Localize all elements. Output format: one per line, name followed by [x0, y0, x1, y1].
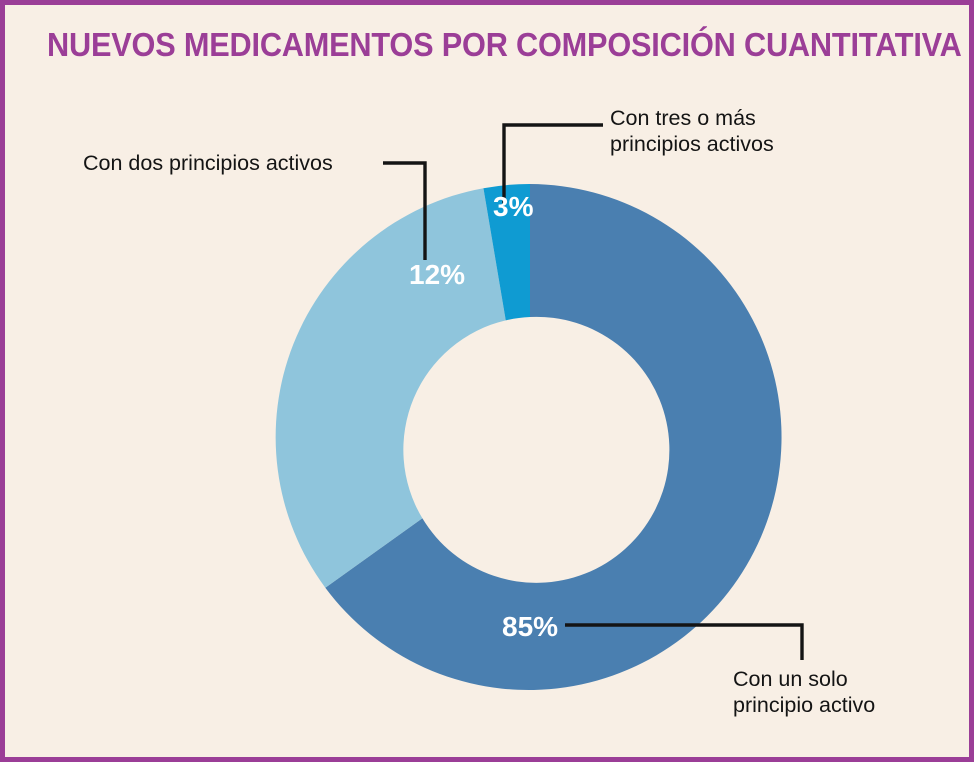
donut-slice-one-solo[interactable]	[325, 184, 782, 690]
donut-slice-three-o-mas[interactable]	[483, 183, 530, 321]
callout-label-one-solo: Con un solo principio activo	[733, 667, 876, 718]
leader-line-two-principios	[383, 161, 427, 260]
donut-chart-svg	[275, 123, 804, 690]
donut-chart: Con tres o más principios activos Con do…	[5, 5, 969, 757]
data-label-two-principios: 12%	[409, 259, 466, 290]
donut-slice-two-principios[interactable]	[275, 188, 506, 588]
data-label-three-o-mas: 3%	[493, 191, 534, 222]
leader-line-three-o-mas	[502, 123, 603, 205]
page-title: NUEVOS MEDICAMENTOS POR COMPOSICIÓN CUAN…	[47, 26, 962, 63]
data-label-one-solo: 85%	[502, 611, 559, 642]
callout-label-two-principios: Con dos principios activos	[83, 151, 333, 175]
callout-label-three-o-mas: Con tres o más principios activos	[610, 106, 774, 157]
leader-line-one-solo	[565, 623, 804, 660]
